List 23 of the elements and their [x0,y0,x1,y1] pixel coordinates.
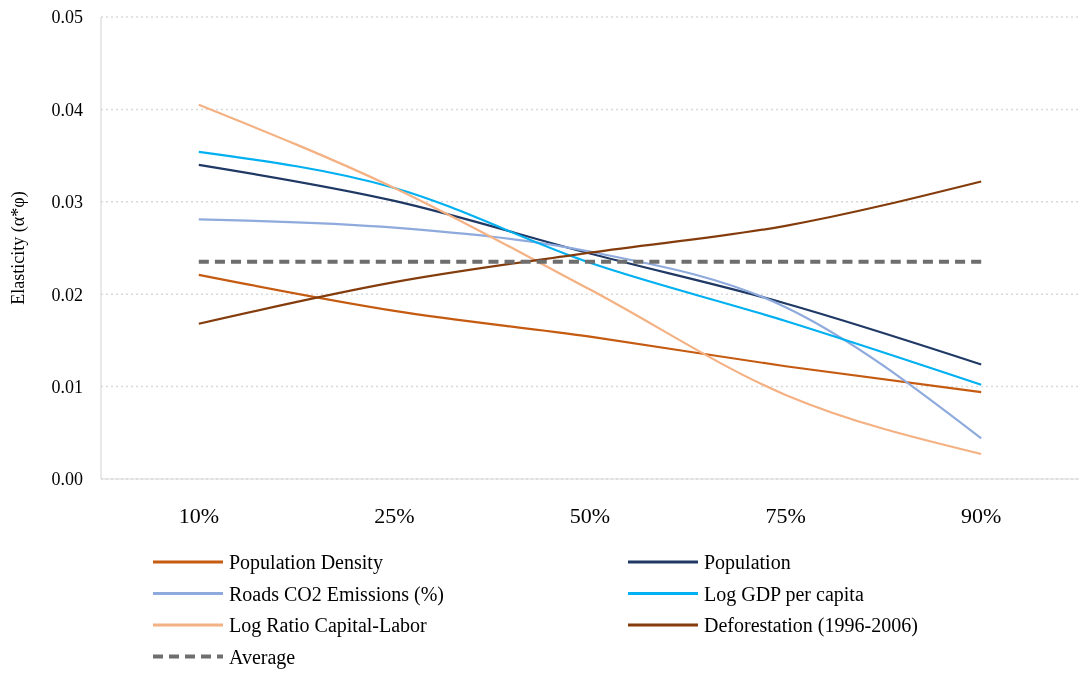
x-tick-label: 10% [178,503,219,528]
legend-label: Log GDP per capita [704,582,864,606]
y-tick-label: 0.03 [51,192,83,213]
legend-label: Average [229,645,296,669]
x-tick-label: 25% [374,503,415,528]
line-series [197,103,983,456]
y-tick-label: 0.04 [51,99,83,120]
y-tick-label: 0.00 [51,469,83,490]
line-series [197,218,983,440]
line-series [197,273,983,394]
y-axis-title: Elasticity (α*φ) [8,191,29,305]
legend-label: Population [704,551,791,574]
y-tick-label: 0.01 [51,376,83,397]
legend-label: Deforestation (1996-2006) [704,614,918,637]
line-series [197,180,983,325]
y-tick-label: 0.05 [51,7,83,28]
x-tick-label: 90% [961,503,1002,528]
y-tick-label: 0.02 [51,284,83,305]
legend-label: Roads CO2 Emissions (%) [229,582,444,606]
legend-label: Population Density [229,551,383,574]
legend-label: Log Ratio Capital-Labor [229,614,428,637]
x-tick-label: 50% [569,503,611,528]
x-tick-label: 75% [765,503,806,528]
